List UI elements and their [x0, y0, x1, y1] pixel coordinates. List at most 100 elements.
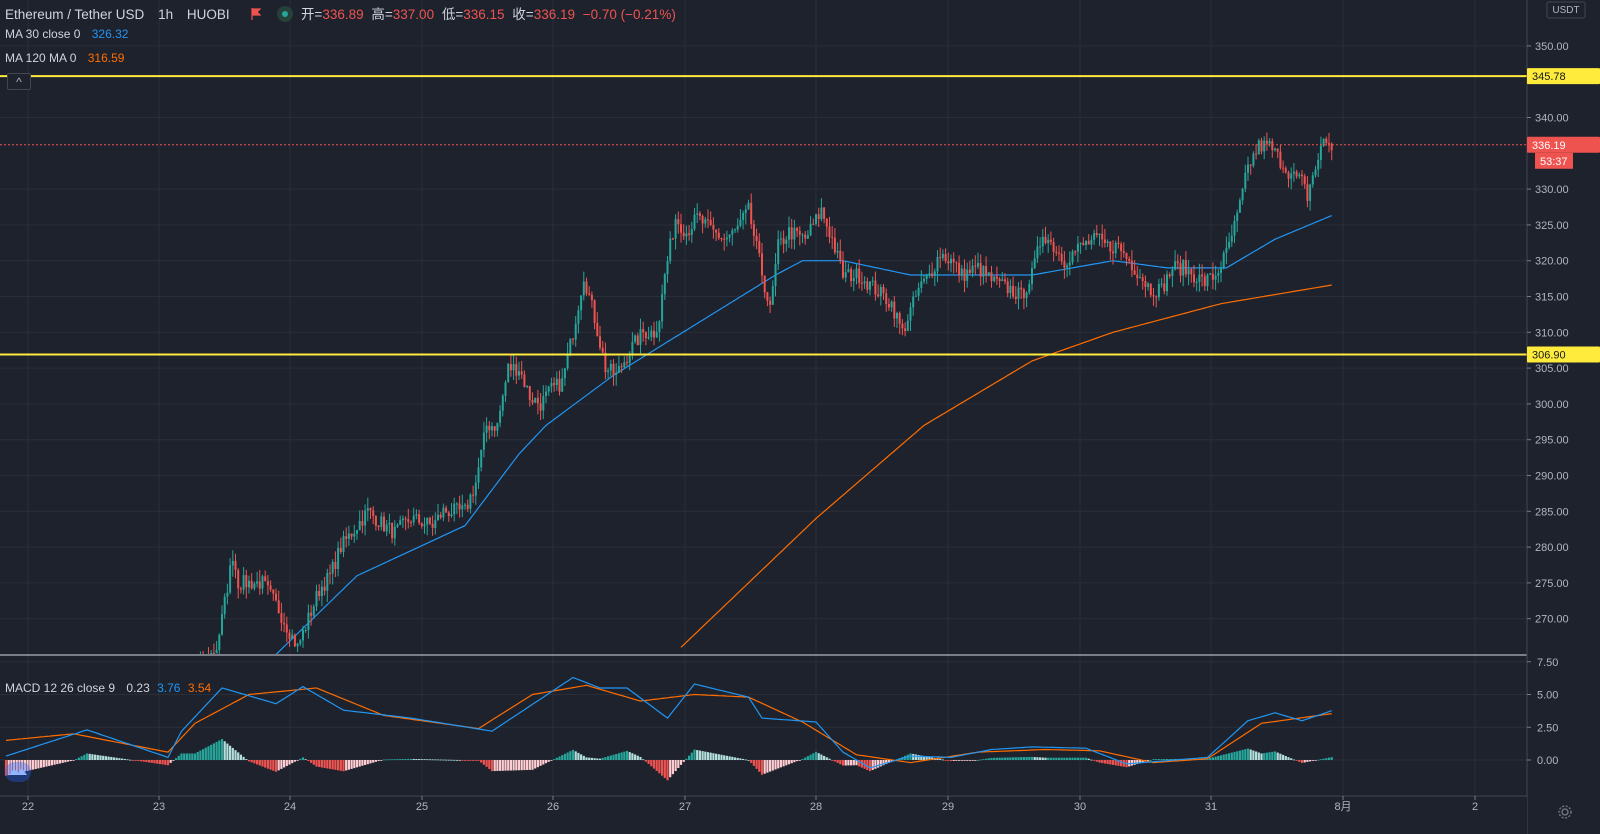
- macd-histogram-bar: [553, 759, 556, 760]
- candle-body: [693, 214, 696, 230]
- currency-label[interactable]: USDT: [1552, 5, 1579, 16]
- macd-histogram-bar: [936, 758, 939, 760]
- macd-histogram-bar: [1057, 757, 1061, 760]
- macd-histogram-bar: [96, 755, 99, 760]
- price-tick-label: 330.00: [1535, 184, 1569, 196]
- macd-histogram-bar: [1263, 753, 1266, 760]
- interval-label[interactable]: 1h: [158, 7, 174, 22]
- exchange-label: HUOBI: [186, 7, 230, 22]
- candle-body: [1101, 233, 1104, 240]
- countdown-box: [1535, 152, 1573, 169]
- macd-histogram-bar: [482, 760, 485, 765]
- candle-body: [1255, 153, 1258, 155]
- candle-body: [869, 281, 871, 290]
- candle-body: [410, 522, 412, 524]
- macd-histogram-bar: [860, 760, 863, 768]
- macd-histogram-bar: [750, 760, 753, 763]
- macd-histogram-bar: [220, 739, 224, 760]
- macd-histogram-bar: [72, 760, 75, 761]
- macd-histogram-bar: [231, 747, 234, 760]
- candle-body: [752, 224, 755, 236]
- price-tick-label: 310.00: [1535, 327, 1569, 339]
- macd-histogram-bar: [172, 760, 175, 761]
- candle-body: [1063, 261, 1066, 268]
- macd-histogram-bar: [771, 760, 774, 771]
- candle-body: [901, 323, 904, 329]
- time-axis-panel[interactable]: [0, 797, 1527, 834]
- macd-histogram-bar: [291, 760, 294, 764]
- macd-histogram-bar: [183, 753, 186, 760]
- candle-body: [1001, 279, 1004, 281]
- macd-histogram-bar: [407, 758, 410, 760]
- macd-histogram-bar: [7, 760, 10, 776]
- symbol-name[interactable]: Ethereum / Tether USD: [5, 7, 145, 22]
- macd-histogram-bar: [1322, 758, 1325, 760]
- macd-histogram-bar: [804, 757, 807, 760]
- macd-histogram-bar: [1109, 760, 1112, 765]
- macd-histogram-bar: [204, 747, 207, 760]
- ma120-legend[interactable]: MA 120 MA 0 316.59: [5, 51, 128, 65]
- macd-histogram-bar: [1295, 760, 1298, 761]
- candle-body: [1163, 283, 1166, 292]
- macd-histogram-bar: [13, 760, 16, 774]
- macd-histogram-bar: [798, 760, 801, 761]
- candle-body: [982, 266, 985, 277]
- macd-histogram-bar: [1079, 757, 1082, 760]
- candle-body: [310, 612, 313, 616]
- macd-histogram-bar: [253, 760, 256, 764]
- ma120-line-layer: [680, 284, 1332, 648]
- candle-body: [912, 296, 915, 308]
- candle-body: [734, 229, 736, 231]
- candle-body: [504, 382, 507, 396]
- macd-histogram-bar: [69, 760, 72, 762]
- macd-histogram-bar: [88, 753, 91, 760]
- macd-histogram-bar: [706, 752, 710, 760]
- macd-histogram-bar: [731, 756, 734, 760]
- candle-body: [817, 214, 820, 219]
- gear-icon[interactable]: [1557, 804, 1573, 820]
- macd-histogram-bar: [256, 760, 259, 765]
- tradingview-logo-icon[interactable]: [5, 762, 31, 782]
- time-tick-label: 31: [1205, 801, 1217, 813]
- candle-body: [566, 353, 569, 369]
- macd-histogram-bar: [1311, 760, 1314, 761]
- candle-body: [863, 281, 866, 284]
- macd-histogram-bar: [364, 760, 367, 765]
- candle-body: [974, 265, 977, 267]
- macd-histogram-bar: [1074, 757, 1077, 760]
- macd-histogram-bar: [1152, 759, 1155, 760]
- candle-body: [399, 520, 402, 525]
- collapse-legend-button[interactable]: ^: [7, 73, 31, 90]
- candle-body: [1328, 143, 1330, 145]
- macd-histogram-bar: [180, 753, 183, 760]
- candle-body: [493, 426, 496, 431]
- price-axis-panel: [1527, 0, 1600, 834]
- candle-body: [707, 219, 709, 221]
- ma30-legend[interactable]: MA 30 close 0 326.32: [5, 27, 132, 41]
- macd-histogram-bar: [671, 760, 674, 775]
- candle-body: [590, 294, 593, 301]
- candle-body: [1071, 251, 1074, 263]
- candle-body: [815, 214, 817, 224]
- macd-histogram-bar: [115, 757, 118, 760]
- macd-histogram-bar: [142, 760, 145, 762]
- candle-body: [347, 533, 350, 539]
- candle-body: [1222, 252, 1225, 269]
- macd-histogram-bar: [561, 755, 564, 760]
- horizontal-levels[interactable]: [0, 75, 1527, 356]
- macd-histogram-bar: [831, 760, 834, 761]
- macd-histogram-bar: [1020, 757, 1023, 760]
- candle-body: [1079, 242, 1082, 244]
- macd-histogram-bar: [598, 758, 602, 760]
- resistance-price-label-box: [1527, 68, 1600, 85]
- close-label: 收=: [512, 7, 534, 22]
- flag-icon[interactable]: [251, 8, 262, 20]
- macd-histogram-bar: [453, 759, 456, 761]
- macd-histogram-bar: [102, 755, 105, 760]
- macd-legend[interactable]: MACD 12 26 close 9 0.23 3.76 3.54: [5, 681, 215, 695]
- candle-body: [1147, 283, 1150, 287]
- candle-body: [774, 264, 777, 287]
- candle-body: [947, 261, 950, 264]
- candle-body: [1087, 240, 1090, 245]
